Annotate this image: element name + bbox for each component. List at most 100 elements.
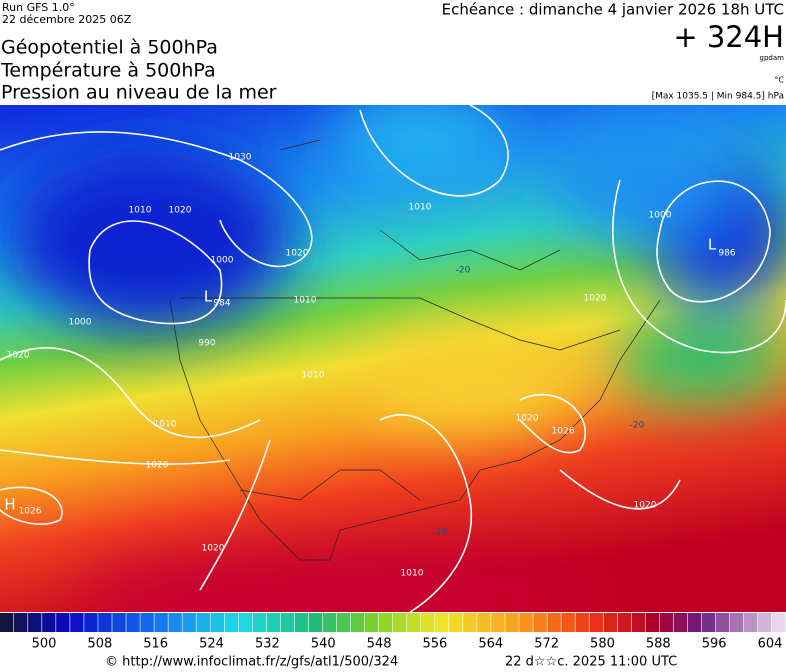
colorbar-cell	[210, 613, 224, 632]
colorbar-label: 580	[590, 637, 615, 652]
border	[180, 297, 621, 351]
colorbar-label: 508	[87, 637, 112, 652]
colorbar-cell	[322, 613, 337, 632]
colorbar-cell	[42, 613, 56, 632]
contour-label: 1010	[401, 569, 424, 579]
colorbar-cell	[28, 613, 42, 632]
colorbar-cell	[168, 613, 182, 632]
title: Pression au niveau de la mer	[1, 82, 277, 104]
unit-gpdam: gpdam	[760, 54, 785, 62]
contour-label: 1020	[286, 249, 309, 259]
contour-label: 1030	[229, 153, 252, 163]
isobar	[88, 220, 223, 325]
colorbar-cell	[112, 613, 126, 632]
contour-label: 1010	[409, 203, 432, 213]
colorbar-cell	[56, 613, 70, 632]
colorbar-cell	[435, 613, 449, 632]
unit-c: °C	[774, 76, 784, 85]
colorbar-cell	[350, 613, 365, 632]
contour-label: 1010	[154, 420, 177, 430]
colorbar-cell	[589, 613, 603, 632]
isobar	[0, 347, 261, 439]
colorbar-cell	[687, 613, 702, 632]
colorbar-cell	[407, 613, 421, 632]
colorbar-label: 596	[702, 637, 727, 652]
contour-label: 990	[198, 339, 215, 349]
isobar	[199, 393, 587, 591]
contour-label: 1010	[294, 296, 317, 306]
colorbar-cell	[98, 613, 112, 632]
contour-label: L	[204, 288, 213, 306]
colorbar-cell	[252, 613, 267, 632]
contour-label: 1020	[7, 351, 30, 361]
colorbar-cell	[757, 613, 772, 632]
isobar	[656, 180, 771, 303]
contour-label: 1020	[202, 544, 225, 554]
colorbar-cell	[14, 613, 28, 632]
colorbar-cell	[266, 613, 281, 632]
colorbar-cell	[463, 613, 477, 632]
colorbar-cell	[729, 613, 744, 632]
contour-label: L	[708, 236, 717, 254]
colorbar-cell	[280, 613, 295, 632]
colorbar-label: 524	[199, 637, 224, 652]
colorbar-cell	[196, 613, 210, 632]
contour-label: 1010	[129, 206, 152, 216]
contour-label: 1000	[69, 318, 92, 328]
colorbar-cell	[491, 613, 505, 632]
colorbar-cell	[308, 613, 323, 632]
colorbar-cell	[336, 613, 351, 632]
timestamp: 22 d☆☆c. 2025 11:00 UTC	[505, 655, 677, 670]
colorbar-cell	[84, 613, 98, 632]
colorbar-cell	[505, 613, 519, 632]
colorbar-cell	[421, 613, 435, 632]
colorbar-cell	[603, 613, 617, 632]
colorbar-cell	[70, 613, 84, 632]
isobar	[612, 179, 786, 354]
colorbar-cell	[617, 613, 632, 632]
isobar	[0, 449, 231, 525]
colorbar-label: 500	[32, 637, 57, 652]
border	[239, 469, 421, 501]
colorbar-cell	[238, 613, 253, 632]
coastline	[279, 139, 561, 271]
colorbar-cell	[477, 613, 491, 632]
contour-label: 1026	[552, 427, 575, 437]
colorbar-cell	[519, 613, 533, 632]
colorbar-cell	[547, 613, 561, 632]
colorbar-cell	[701, 613, 716, 632]
coastline	[169, 299, 661, 561]
contour-label: -10	[433, 528, 448, 538]
title: Géopotentiel à 500hPa	[1, 37, 218, 59]
forecast: Echéance : dimanche 4 janvier 2026 18h U…	[442, 1, 784, 19]
colorbar-cell	[631, 613, 646, 632]
contour-label: 1026	[19, 507, 42, 517]
colorbar-label: 548	[367, 637, 392, 652]
colorbar-cell	[393, 613, 407, 632]
colorbar-label: 604	[758, 637, 783, 652]
contour-label: 1020	[634, 501, 657, 511]
colorbar-label: 516	[143, 637, 168, 652]
contour-label: 984	[213, 299, 230, 309]
colorbar-cell	[224, 613, 239, 632]
colorbar-cell	[0, 613, 14, 632]
contour-label: 1020	[516, 414, 539, 424]
colorbar-cell	[378, 613, 393, 632]
contour-label: -20	[630, 421, 645, 431]
colorbar-cell	[294, 613, 309, 632]
contour-label: 1000	[649, 211, 672, 221]
colorbar-cell	[673, 613, 688, 632]
colorbar-label: 564	[478, 637, 503, 652]
title: Température à 500hPa	[0, 60, 216, 82]
colorbar-label: 556	[423, 637, 448, 652]
contour-label: 1020	[584, 294, 607, 304]
contour-label: 1010	[302, 371, 325, 381]
contour-label: 1020	[146, 461, 169, 471]
colorbar-label: 588	[646, 637, 671, 652]
colorbar-cell	[771, 613, 786, 632]
colorbar-cell	[659, 613, 674, 632]
